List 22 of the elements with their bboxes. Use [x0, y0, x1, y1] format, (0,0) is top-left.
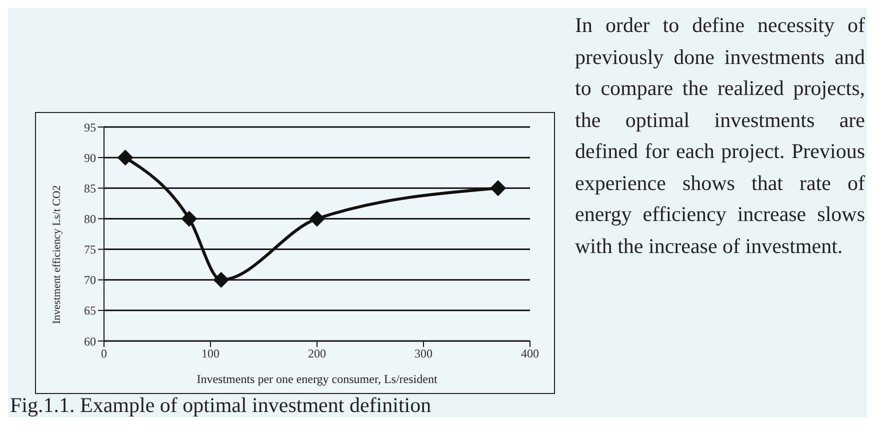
text: In order to define necessity of previously done investments and to compare the realized projects, the optimal investments are defined for each project. Previous experience shows that rate of energy efficiency increase slows with the increase of investment. — [575, 12, 865, 260]
caption: Fig.1.1. Example of optimal investment definition — [10, 393, 432, 417]
x-tick-label: 0 — [101, 346, 107, 361]
point — [490, 180, 506, 196]
y-tick-label: 70 — [84, 273, 96, 288]
x-tick-label: 400 — [521, 346, 539, 361]
x-axis-title: Investments per one energy consumer, Ls/resident — [196, 372, 438, 386]
y-tick-label: 60 — [84, 334, 96, 348]
point — [181, 210, 198, 227]
x-tick-label: 100 — [202, 346, 220, 361]
point — [309, 210, 325, 227]
x-tick-label: 200 — [308, 346, 326, 361]
point — [213, 272, 230, 288]
x-tick-label: 300 — [414, 346, 432, 361]
y-tick-label: 80 — [84, 212, 96, 226]
y-tick-label: 65 — [84, 304, 96, 318]
y-tick-label: 90 — [84, 150, 96, 165]
y-axis-title: Investment efficiency Ls/t CO2 — [50, 185, 63, 324]
y-tick-label: 75 — [84, 242, 96, 257]
point — [117, 150, 134, 166]
y-tick-label: 95 — [84, 120, 96, 134]
y-tick-label: 85 — [84, 181, 96, 196]
